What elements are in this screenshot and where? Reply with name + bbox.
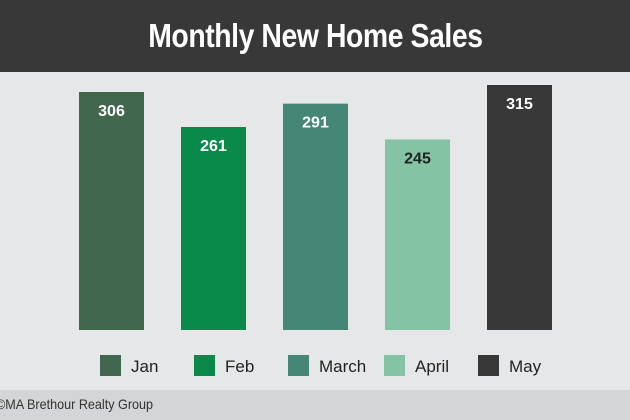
legend-item-april: April [384, 355, 449, 376]
chart-title: Monthly New Home Sales [147, 17, 483, 54]
legend-swatch-may [478, 355, 499, 376]
footer-credit: ©MA Brethour Realty Group [0, 396, 154, 412]
legend-label-april: April [415, 357, 449, 376]
legend: Jan Feb March April May [100, 355, 542, 376]
bar-value-label-jan: 306 [98, 103, 125, 120]
bar-value-label-march: 291 [302, 115, 329, 132]
bar-march [283, 103, 348, 331]
legend-item-feb: Feb [194, 355, 254, 376]
legend-item-jan: Jan [100, 355, 158, 376]
legend-swatch-april [384, 355, 405, 376]
footer-bar: ©MA Brethour Realty Group [0, 390, 630, 420]
legend-label-jan: Jan [131, 357, 158, 376]
bars-group: 306 261 291 245 315 [79, 85, 552, 331]
legend-item-march: March [288, 355, 366, 376]
bar-may [487, 85, 552, 330]
bar-value-label-feb: 261 [200, 138, 227, 155]
legend-swatch-march [288, 355, 309, 376]
legend-label-feb: Feb [225, 357, 254, 376]
bar-april [385, 139, 450, 330]
legend-item-may: May [478, 355, 542, 376]
legend-swatch-jan [100, 355, 121, 376]
legend-label-may: May [509, 357, 542, 376]
bar-value-label-april: 245 [404, 150, 431, 167]
legend-label-march: March [319, 357, 366, 376]
bar-feb [181, 127, 246, 330]
bar-value-label-may: 315 [506, 96, 533, 113]
bar-jan [79, 92, 144, 330]
bar-chart: 306 261 291 245 315 Jan Feb March April May [79, 85, 552, 376]
legend-swatch-feb [194, 355, 215, 376]
title-bar: Monthly New Home Sales [0, 0, 630, 72]
